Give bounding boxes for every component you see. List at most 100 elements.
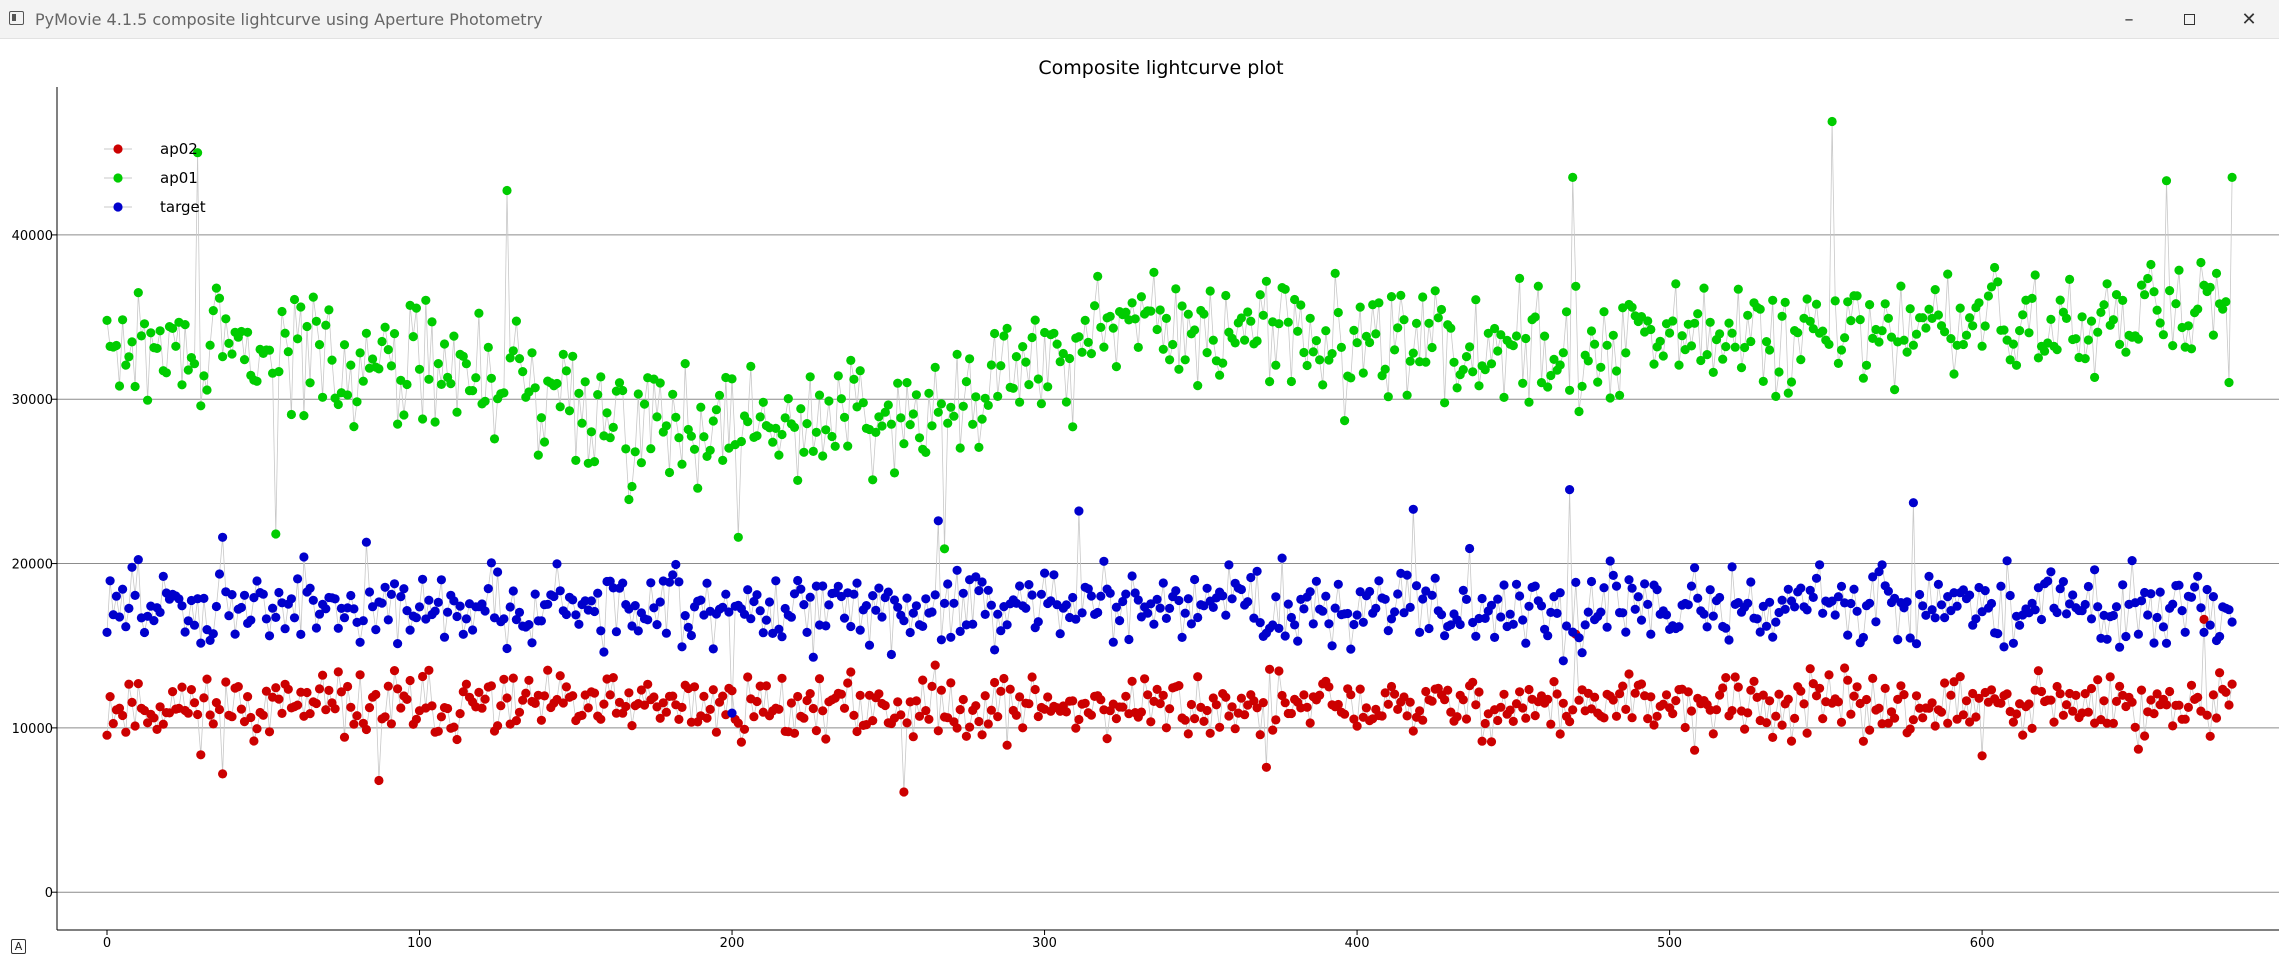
close-button[interactable]: ✕ — [2241, 8, 2257, 30]
data-point — [433, 597, 443, 608]
data-point — [639, 700, 650, 710]
data-point — [1571, 281, 1581, 291]
data-point — [1405, 356, 1415, 366]
data-point — [1833, 358, 1843, 368]
data-point — [361, 328, 371, 338]
data-point — [1546, 719, 1556, 729]
data-point — [1608, 695, 1618, 705]
data-point — [621, 444, 631, 454]
point-layer — [102, 116, 2237, 797]
data-point — [1558, 348, 1568, 358]
data-point — [518, 695, 528, 705]
data-point — [1280, 698, 1290, 708]
data-point — [1452, 383, 1462, 393]
data-point — [339, 613, 350, 623]
data-point — [1508, 341, 1518, 351]
data-point — [821, 425, 831, 435]
data-point — [139, 319, 150, 329]
data-point — [1352, 610, 1362, 620]
data-point — [2208, 330, 2218, 340]
data-point — [2058, 710, 2068, 720]
data-point — [1849, 691, 1859, 701]
data-point — [827, 431, 837, 442]
data-point — [914, 711, 925, 721]
data-point — [189, 620, 200, 630]
data-point — [246, 712, 256, 723]
data-point — [618, 385, 628, 396]
data-point — [599, 699, 609, 709]
data-point — [1027, 590, 1037, 600]
minimize-button[interactable]: – — [2124, 8, 2134, 30]
data-point — [393, 684, 403, 694]
data-point — [2077, 312, 2087, 322]
data-point — [452, 734, 462, 745]
data-point — [1774, 367, 1784, 377]
data-point — [1855, 315, 1865, 325]
data-point — [899, 787, 909, 797]
data-point — [1308, 347, 1318, 357]
data-point — [1096, 695, 1106, 705]
data-point — [990, 328, 1000, 339]
data-point — [777, 632, 787, 642]
data-point — [1133, 342, 1143, 352]
data-point — [1702, 622, 1712, 632]
data-point — [1561, 621, 1572, 631]
data-point — [1949, 677, 1959, 687]
data-point — [1524, 397, 1534, 407]
data-point — [561, 609, 572, 620]
data-point — [2193, 304, 2203, 314]
data-point — [193, 709, 203, 720]
data-point — [221, 314, 231, 324]
data-point — [289, 294, 300, 305]
data-point — [1811, 691, 1822, 701]
data-point — [568, 351, 578, 361]
data-point — [1696, 355, 1706, 366]
data-point — [1965, 590, 1975, 600]
data-point — [649, 692, 659, 702]
data-point — [1180, 608, 1190, 618]
data-point — [1218, 358, 1228, 368]
data-point — [1840, 333, 1850, 343]
data-point — [518, 367, 528, 377]
data-point — [1155, 305, 1165, 315]
data-point — [571, 610, 581, 620]
data-point — [202, 385, 212, 395]
data-point — [843, 678, 853, 688]
data-point — [1080, 315, 1090, 325]
data-point — [1724, 318, 1734, 328]
data-point — [1715, 690, 1725, 700]
maximize-button[interactable] — [2159, 0, 2219, 38]
data-point — [1111, 714, 1121, 724]
data-point — [936, 399, 947, 409]
data-point — [1643, 599, 1653, 610]
legend-label-ap02: ap02 — [160, 140, 198, 158]
data-point — [227, 349, 237, 359]
data-point — [1843, 675, 1853, 685]
data-point — [1661, 690, 1672, 700]
data-point — [2055, 689, 2065, 699]
data-point — [2199, 627, 2209, 638]
data-point — [1671, 279, 1681, 289]
data-point — [1708, 367, 1718, 377]
data-point — [2111, 602, 2122, 612]
data-point — [611, 708, 622, 718]
data-point — [296, 302, 306, 312]
data-point — [1124, 634, 1134, 645]
data-point — [158, 571, 168, 582]
data-point — [1961, 696, 1972, 706]
data-point — [377, 336, 387, 347]
data-point — [1418, 715, 1428, 725]
data-point — [105, 692, 115, 702]
data-point — [1468, 677, 1478, 687]
data-point — [1761, 337, 1772, 347]
data-point — [955, 443, 965, 453]
data-point — [811, 427, 822, 437]
auto-range-button[interactable]: A — [11, 939, 26, 954]
data-point — [1880, 683, 1890, 694]
data-point — [577, 710, 587, 721]
data-point — [486, 681, 496, 691]
data-point — [1505, 705, 1515, 715]
data-point — [205, 710, 215, 720]
data-point — [1408, 504, 1418, 514]
data-point — [1633, 592, 1643, 602]
